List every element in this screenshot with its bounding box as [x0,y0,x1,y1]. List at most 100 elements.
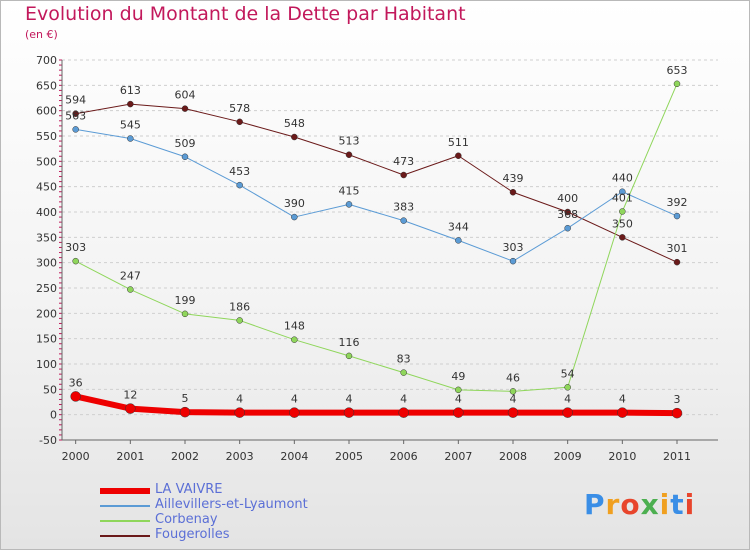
legend-swatch [100,505,150,507]
y-tick-label: 250 [36,282,57,295]
data-label: 4 [564,393,571,406]
data-label: 439 [503,172,524,185]
y-tick-label: 0 [50,409,57,422]
data-label: 511 [448,136,469,149]
y-tick-label: 500 [36,155,57,168]
chart-title: Evolution du Montant de la Dette par Hab… [25,3,466,25]
data-point [400,369,407,376]
x-tick-label: 2001 [116,450,144,463]
data-point [617,407,628,418]
x-tick-label: 2004 [280,450,308,463]
y-tick-label: 300 [36,257,57,270]
data-point [127,100,134,108]
data-label: 4 [510,393,517,406]
data-point [564,384,571,391]
data-label: 4 [455,393,462,406]
data-point [673,212,681,220]
data-point [453,407,464,418]
data-point [72,257,79,265]
data-label: 4 [346,393,353,406]
y-tick-label: 150 [36,333,57,346]
y-tick-label: 700 [36,54,57,67]
data-point [72,110,79,117]
data-label: 545 [120,119,141,132]
data-point [72,126,79,133]
data-point [619,208,626,215]
data-label: 509 [175,137,196,150]
data-label: 368 [557,208,578,221]
x-tick-label: 2010 [608,450,636,463]
y-tick-label: 50 [43,383,57,396]
x-tick-label: 2003 [226,450,254,463]
data-point [398,407,409,418]
data-label: 301 [667,242,688,255]
legend-label: Aillevillers-et-Lyaumont [155,497,308,512]
data-point [179,406,191,418]
x-tick-label: 2008 [499,450,527,463]
data-point [619,188,626,195]
series-line [75,103,678,263]
series-line [72,393,680,417]
y-tick-label: -50 [39,434,57,447]
legend-label: LA VAIVRE [155,482,223,497]
data-label: 5 [182,392,189,405]
data-label: 46 [506,371,520,384]
data-label: 563 [65,109,86,122]
data-label: 12 [123,389,137,402]
data-label: 392 [667,196,688,209]
data-point [70,391,81,402]
data-label: 415 [339,184,360,197]
data-label: 303 [65,241,86,254]
logo-letter: i [659,488,671,521]
data-point [507,407,519,418]
data-point [455,386,462,394]
logo-letter: x [640,488,660,521]
y-tick-label: 600 [36,105,57,118]
data-point [345,201,353,208]
data-point [564,208,571,216]
legend-label: Corbenay [155,512,218,527]
legend-label: Fougerolles [155,527,230,542]
data-point [234,407,245,418]
y-tick-label: 450 [36,181,57,194]
data-label: 653 [667,64,688,77]
y-tick-label: 650 [36,79,57,92]
data-point [236,181,243,189]
data-label: 148 [284,320,305,333]
data-label: 401 [612,191,633,204]
data-point [564,224,571,232]
data-label: 4 [619,393,626,406]
logo-letter: o [620,488,641,521]
data-label: 186 [229,300,250,313]
series-line [75,128,678,262]
data-point [509,257,517,265]
data-point [509,188,517,196]
legend-swatch [100,535,150,537]
data-point [127,135,134,142]
data-label: 303 [503,241,524,254]
data-point [291,133,298,141]
data-point [673,80,681,88]
data-label: 83 [397,353,411,366]
data-label: 49 [451,370,465,383]
data-point [343,407,355,418]
data-point [291,213,298,221]
data-label: 578 [229,102,250,115]
data-point [345,151,353,158]
data-label: 604 [175,89,196,102]
proxiti-logo: Proxiti [584,488,695,521]
data-label: 344 [448,220,469,233]
legend-swatch [100,520,150,522]
chart-subtitle: (en €) [25,28,58,41]
data-label: 4 [400,393,407,406]
data-point [671,407,683,419]
data-label: 513 [339,135,360,148]
data-label: 473 [393,155,414,168]
data-label: 350 [612,217,633,230]
data-point [127,286,134,293]
series-line [75,83,678,392]
data-point [181,105,189,112]
data-label: 453 [229,165,250,178]
